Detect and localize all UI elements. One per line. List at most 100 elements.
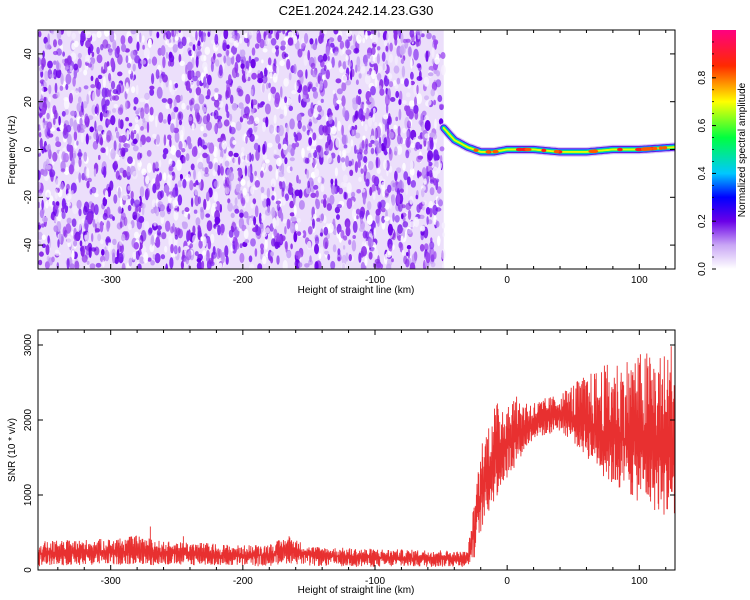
noise-speckle <box>392 212 395 222</box>
noise-speckle <box>417 135 424 140</box>
noise-speckle <box>241 146 245 153</box>
noise-speckle <box>156 86 163 99</box>
noise-speckle <box>112 238 117 246</box>
noise-speckle <box>41 107 46 115</box>
noise-speckle <box>162 74 168 83</box>
noise-speckle <box>260 82 266 94</box>
noise-speckle <box>133 106 137 111</box>
noise-speckle <box>421 110 427 117</box>
colorbar-tick-label: 0.8 <box>697 70 708 84</box>
noise-speckle <box>405 105 411 117</box>
snr-frame <box>37 329 676 571</box>
noise-speckle <box>191 49 195 56</box>
noise-speckle <box>352 220 358 233</box>
noise-speckle <box>238 168 243 178</box>
noise-speckle <box>316 217 321 222</box>
noise-speckle <box>101 87 108 99</box>
noise-speckle <box>228 171 235 182</box>
noise-speckle <box>276 255 280 265</box>
noise-speckle <box>257 77 264 84</box>
noise-speckle <box>433 149 439 161</box>
signal-peak <box>641 147 650 151</box>
noise-speckle <box>214 162 219 172</box>
noise-speckle <box>312 43 317 51</box>
colorbar-tick-label: 0.2 <box>697 214 708 228</box>
noise-speckle <box>62 51 65 57</box>
noise-speckle <box>138 256 144 261</box>
noise-speckle <box>67 133 72 145</box>
noise-speckle <box>322 74 325 80</box>
noise-speckle <box>197 171 202 183</box>
noise-speckle <box>275 134 281 144</box>
noise-speckle <box>307 108 314 118</box>
noise-speckle <box>132 63 136 72</box>
noise-speckle <box>191 146 198 157</box>
noise-speckle <box>41 81 44 88</box>
noise-speckle <box>413 48 419 61</box>
noise-speckle <box>69 117 74 127</box>
noise-speckle <box>161 98 168 103</box>
noise-speckle <box>346 221 351 230</box>
noise-speckle <box>156 229 162 236</box>
noise-speckle <box>154 167 160 172</box>
noise-speckle <box>100 44 104 51</box>
noise-speckle <box>306 146 311 151</box>
noise-speckle <box>173 210 179 221</box>
noise-speckle <box>261 163 267 173</box>
noise-speckle <box>202 167 205 172</box>
noise-speckle <box>234 237 238 248</box>
noise-speckle <box>41 199 44 210</box>
noise-speckle <box>215 59 220 67</box>
noise-speckle <box>310 192 317 198</box>
noise-speckle <box>219 36 223 47</box>
noise-speckle <box>375 208 381 216</box>
noise-speckle <box>157 190 163 201</box>
noise-speckle <box>240 49 246 57</box>
noise-speckle <box>133 129 137 135</box>
noise-speckle <box>38 251 44 257</box>
noise-speckle <box>85 40 91 49</box>
noise-speckle <box>121 43 127 53</box>
noise-speckle <box>282 30 286 35</box>
noise-speckle <box>132 251 136 260</box>
noise-speckle <box>194 195 200 207</box>
noise-speckle <box>373 227 377 239</box>
noise-speckle <box>156 225 162 231</box>
noise-speckle <box>244 165 248 177</box>
noise-speckle <box>223 55 227 64</box>
noise-speckle <box>364 74 371 85</box>
noise-speckle <box>261 59 264 64</box>
noise-speckle <box>82 231 88 236</box>
noise-speckle <box>365 231 369 239</box>
noise-speckle <box>127 185 132 191</box>
noise-speckle <box>360 168 364 175</box>
noise-speckle <box>330 260 336 269</box>
noise-speckle <box>428 161 433 167</box>
noise-speckle <box>331 56 335 68</box>
noise-speckle <box>162 119 167 124</box>
noise-speckle <box>336 88 343 95</box>
noise-speckle <box>336 204 342 209</box>
noise-speckle <box>225 255 229 265</box>
noise-speckle <box>261 213 266 221</box>
noise-speckle <box>54 188 58 200</box>
noise-speckle <box>88 246 92 259</box>
noise-speckle <box>83 151 88 162</box>
signal-peak <box>473 148 479 152</box>
noise-speckle <box>74 260 80 269</box>
noise-speckle <box>402 127 406 134</box>
noise-speckle <box>319 232 323 237</box>
noise-speckle <box>144 92 150 100</box>
noise-speckle <box>305 69 308 79</box>
noise-speckle <box>370 85 376 96</box>
signal-peak <box>541 148 547 153</box>
noise-speckle <box>286 185 289 191</box>
noise-speckle <box>43 96 47 102</box>
noise-speckle <box>401 65 406 78</box>
noise-speckle <box>423 178 427 185</box>
noise-speckle <box>162 172 167 181</box>
noise-speckle <box>284 193 289 201</box>
noise-speckle <box>268 92 271 102</box>
noise-speckle <box>123 216 128 227</box>
noise-speckle <box>165 39 170 46</box>
